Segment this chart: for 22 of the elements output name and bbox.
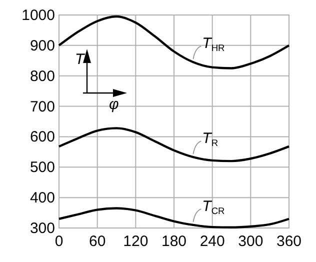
- y-tick-label: 300: [30, 220, 55, 237]
- y-tick-label: 600: [30, 128, 55, 146]
- line-series: [58, 15, 290, 70]
- series-label: T$_{CR}$: [202, 198, 226, 216]
- y-tick-label: 800: [30, 68, 55, 85]
- series-label: T$_{HR}$: [202, 35, 226, 54]
- annotation: φ: [109, 96, 119, 113]
- y-tick-label: 700: [30, 98, 55, 116]
- y-tick-label: 400: [30, 190, 55, 207]
- x-tick-label: 60: [88, 233, 106, 250]
- x-tick-label: 180: [161, 233, 187, 250]
- series-label: T$_{R}$: [202, 130, 218, 148]
- x-tick-label: 300: [238, 233, 264, 250]
- x-tick-label: 0: [54, 233, 64, 250]
- x-tick-label: 120: [123, 233, 148, 250]
- y-tick-label: 1000: [22, 7, 55, 24]
- annotation: T: [75, 51, 86, 68]
- x-tick-label: 360: [276, 233, 302, 250]
- line-series: [58, 127, 290, 162]
- x-tick-label: 240: [200, 233, 225, 250]
- y-tick-label: 500: [30, 159, 55, 176]
- y-tick-label: 900: [30, 37, 55, 54]
